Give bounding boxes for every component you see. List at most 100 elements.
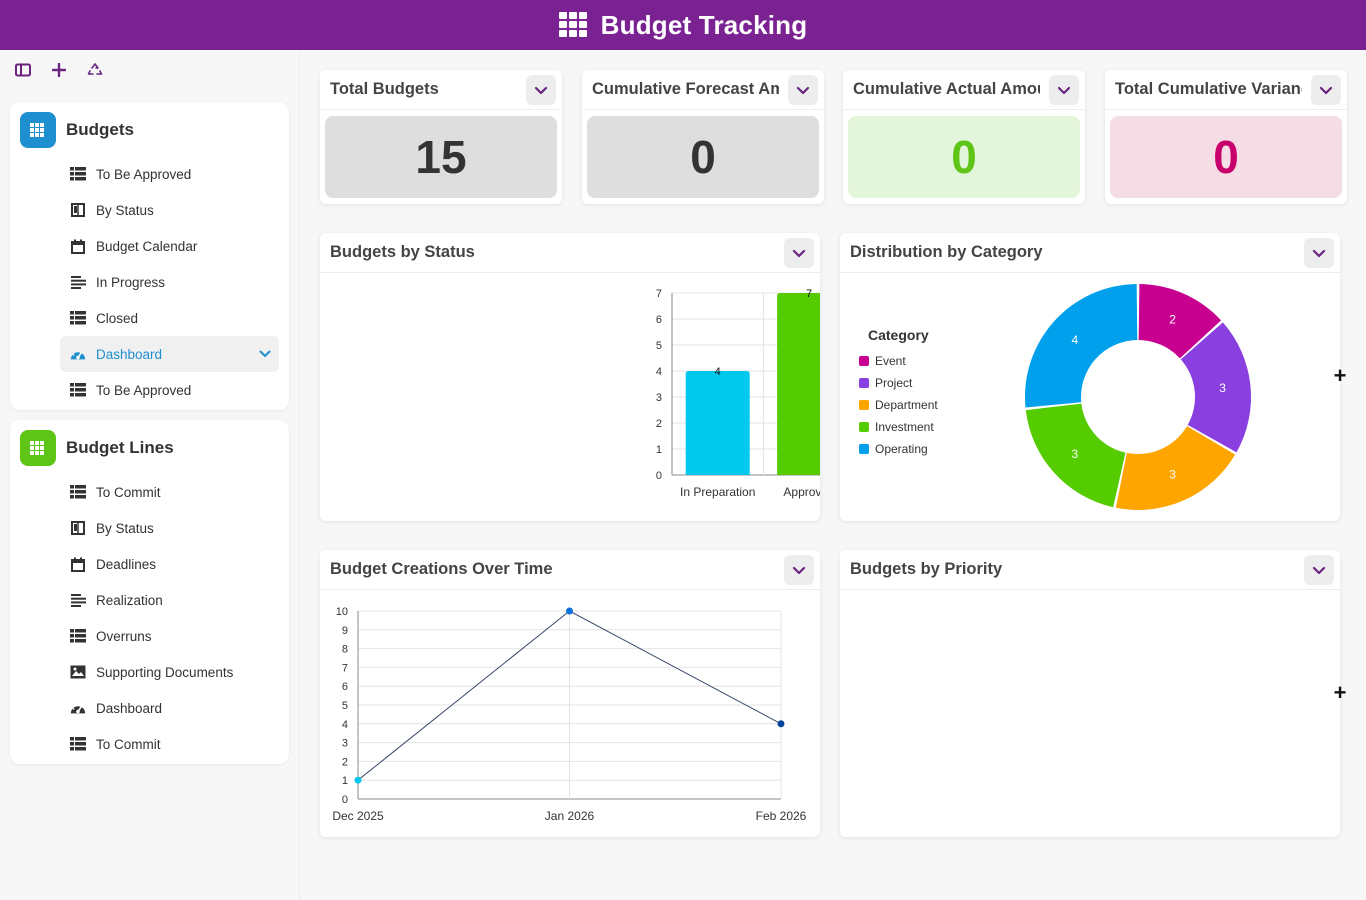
app-header: Budget Tracking xyxy=(0,0,1366,50)
sidebar-item-budget-calendar[interactable]: Budget Calendar xyxy=(10,228,289,264)
list-icon xyxy=(70,310,86,326)
sidebar-item-overruns[interactable]: Overruns xyxy=(10,618,289,654)
sidebar-item-by-status[interactable]: By Status xyxy=(10,192,289,228)
kpi-menu-button[interactable] xyxy=(1311,75,1341,105)
plus-icon: + xyxy=(1333,680,1347,705)
sidebar-item-label: Supporting Documents xyxy=(96,664,234,680)
lines-icon xyxy=(70,592,86,608)
chevron-down-icon xyxy=(792,566,806,574)
add-button[interactable] xyxy=(48,59,70,81)
sidebar-item-closed[interactable]: Closed xyxy=(10,300,289,336)
sidebar-item-in-progress[interactable]: In Progress xyxy=(10,264,289,300)
dashboard-icon xyxy=(70,700,86,716)
budget-lines-nav-list: To Commit By Status Deadlines Realization Ov… xyxy=(10,474,289,762)
sidebar-item-label: Overruns xyxy=(96,628,152,644)
x-tick-label: Feb 2026 xyxy=(756,809,807,823)
sidebar-item-by-status[interactable]: By Status xyxy=(10,510,289,546)
y-tick-label: 7 xyxy=(656,288,662,300)
budgets-by-priority-panel: Budgets by Priority 00,51,01,52,02,53,03… xyxy=(840,550,1340,837)
sidebar-item-supporting-documents[interactable]: Supporting Documents xyxy=(10,654,289,690)
sidebar-item-label: By Status xyxy=(96,520,154,536)
y-tick-label: 4 xyxy=(656,366,662,378)
priority-bar-chart: 00,51,01,52,02,53,03,54,04,55,05High3Cri… xyxy=(840,590,1340,837)
recycle-icon xyxy=(87,63,103,75)
y-tick-label: 9 xyxy=(342,625,348,637)
sidebar-item-dashboard[interactable]: Dashboard xyxy=(60,336,279,372)
kpi-title: Cumulative Actual Amount xyxy=(853,80,1040,98)
chevron-down-icon xyxy=(1319,86,1333,94)
x-tick-label: In Preparation xyxy=(680,485,755,499)
legend-swatch xyxy=(859,378,869,388)
panel-menu-button[interactable] xyxy=(784,238,814,268)
legend-swatch xyxy=(859,356,869,366)
pie-slice xyxy=(1025,403,1126,508)
kpi-total-variance: Total Cumulative Variance 0 xyxy=(1105,70,1347,204)
sidebar: Budgets To Be Approved By Status Budget Ca… xyxy=(0,50,300,900)
y-tick-label: 6 xyxy=(656,314,662,326)
sidebar-item-label: To Commit xyxy=(96,484,161,500)
sidebar-item-dashboard[interactable]: Dashboard xyxy=(10,690,289,726)
y-tick-label: 1 xyxy=(342,775,348,787)
slice-label: 2 xyxy=(1169,312,1176,326)
sidebar-item-realization[interactable]: Realization xyxy=(10,582,289,618)
distribution-by-category-panel: Distribution by Category Category Event Pr… xyxy=(840,233,1340,521)
y-tick-label: 0 xyxy=(342,794,348,806)
sidebar-toolbar xyxy=(0,50,299,90)
sidebar-item-label: Budget Calendar xyxy=(96,238,198,254)
kpi-title: Total Cumulative Variance xyxy=(1115,80,1302,98)
pie-slice xyxy=(1115,426,1236,510)
add-widget-button[interactable]: + xyxy=(1328,363,1352,388)
budgets-by-status-panel: Budgets by Status 0 1 2 3 4 5 6 7 4 In Preparatio… xyxy=(320,233,820,521)
calendar-icon xyxy=(70,556,86,572)
refresh-button[interactable] xyxy=(84,59,106,81)
dashboard-icon xyxy=(70,346,86,362)
kpi-value: 0 xyxy=(848,116,1080,198)
app-title: Budget Tracking xyxy=(600,9,808,40)
data-point xyxy=(777,720,785,728)
y-tick-label: 10 xyxy=(336,606,348,618)
chevron-down-icon[interactable] xyxy=(259,346,271,361)
y-tick-label: 2 xyxy=(342,756,348,768)
bar xyxy=(777,293,820,475)
legend-title: Category xyxy=(868,327,929,343)
pie-slice xyxy=(1025,284,1138,408)
plus-icon: + xyxy=(1333,363,1347,388)
sidebar-item-to-be-approved[interactable]: To Be Approved xyxy=(10,156,289,192)
panel-title: Budgets by Priority xyxy=(850,560,1003,578)
budget-lines-menu-title: Budget Lines xyxy=(66,438,174,457)
kpi-menu-button[interactable] xyxy=(1049,75,1079,105)
budgets-menu-header[interactable]: Budgets xyxy=(10,102,289,156)
budget-creations-panel: Budget Creations Over Time 0 1 2 3 4 5 6 7 8 9 10 D… xyxy=(320,550,820,837)
list-icon xyxy=(70,736,86,752)
chevron-down-icon xyxy=(534,86,548,94)
pie-slice xyxy=(1180,322,1251,453)
kpi-menu-button[interactable] xyxy=(526,75,556,105)
budgets-app-icon xyxy=(20,112,56,148)
list-icon xyxy=(70,484,86,500)
panel-title: Budget Creations Over Time xyxy=(330,560,553,578)
panel-menu-button[interactable] xyxy=(784,555,814,585)
data-label: 4 xyxy=(715,366,721,378)
y-tick-label: 2 xyxy=(656,418,662,430)
kpi-value: 15 xyxy=(325,116,557,198)
legend-swatch xyxy=(859,422,869,432)
list-icon xyxy=(70,628,86,644)
legend-label: Operating xyxy=(875,442,928,456)
panel-title: Budgets by Status xyxy=(330,243,475,261)
legend-label: Project xyxy=(875,376,913,390)
toggle-sidebar-button[interactable] xyxy=(12,59,34,81)
sidebar-item-deadlines[interactable]: Deadlines xyxy=(10,546,289,582)
creations-line-chart: 0 1 2 3 4 5 6 7 8 9 10 Dec 2025 Jan 2026 Feb 2026 xyxy=(332,606,807,823)
add-widget-button[interactable]: + xyxy=(1328,680,1352,705)
panel-menu-button[interactable] xyxy=(1304,238,1334,268)
sidebar-item-to-commit[interactable]: To Commit xyxy=(10,474,289,510)
panel-title: Distribution by Category xyxy=(850,243,1043,261)
calendar-icon xyxy=(70,238,86,254)
legend-label: Department xyxy=(875,398,938,412)
sidebar-item-to-be-approved[interactable]: To Be Approved xyxy=(10,372,289,408)
kpi-menu-button[interactable] xyxy=(788,75,818,105)
budget-lines-menu-header[interactable]: Budget Lines xyxy=(10,420,289,474)
kpi-cumulative-forecast: Cumulative Forecast Amount 0 xyxy=(582,70,824,204)
sidebar-item-to-commit[interactable]: To Commit xyxy=(10,726,289,762)
panel-menu-button[interactable] xyxy=(1304,555,1334,585)
